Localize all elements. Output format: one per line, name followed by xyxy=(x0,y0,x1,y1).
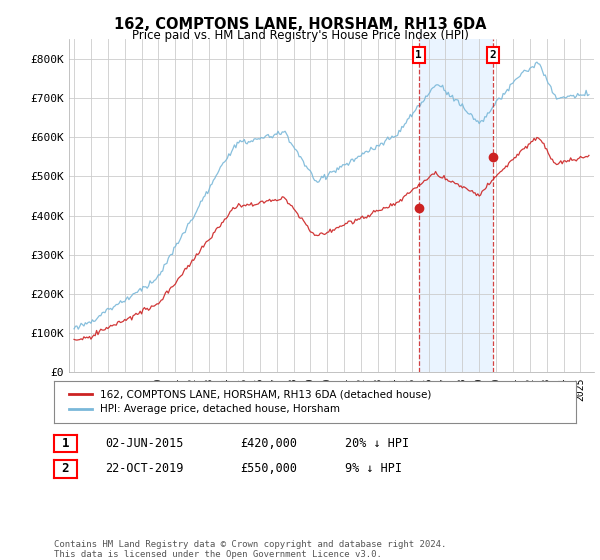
Bar xyxy=(419,39,493,372)
Text: 1: 1 xyxy=(415,50,422,60)
Text: 02-JUN-2015: 02-JUN-2015 xyxy=(105,437,184,450)
Text: 20% ↓ HPI: 20% ↓ HPI xyxy=(345,437,409,450)
Text: 1: 1 xyxy=(62,437,69,450)
Legend: 162, COMPTONS LANE, HORSHAM, RH13 6DA (detached house), HPI: Average price, deta: 162, COMPTONS LANE, HORSHAM, RH13 6DA (d… xyxy=(64,385,436,418)
Text: 2: 2 xyxy=(490,50,496,60)
Text: Contains HM Land Registry data © Crown copyright and database right 2024.
This d: Contains HM Land Registry data © Crown c… xyxy=(54,540,446,559)
Text: £420,000: £420,000 xyxy=(240,437,297,450)
Text: 162, COMPTONS LANE, HORSHAM, RH13 6DA: 162, COMPTONS LANE, HORSHAM, RH13 6DA xyxy=(114,17,486,32)
Text: Price paid vs. HM Land Registry's House Price Index (HPI): Price paid vs. HM Land Registry's House … xyxy=(131,29,469,42)
Text: 2: 2 xyxy=(62,462,69,475)
Text: 22-OCT-2019: 22-OCT-2019 xyxy=(105,462,184,475)
Text: 9% ↓ HPI: 9% ↓ HPI xyxy=(345,462,402,475)
Text: £550,000: £550,000 xyxy=(240,462,297,475)
